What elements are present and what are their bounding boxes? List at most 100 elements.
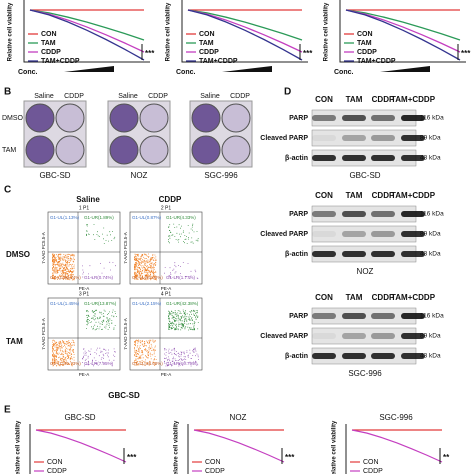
gradient-wedge <box>64 66 114 72</box>
x-axis-label: PE-A <box>161 372 172 377</box>
band <box>312 115 336 121</box>
size-label: 116 kDa <box>420 313 444 320</box>
band <box>371 115 395 121</box>
quadrant-label: G1-LR(7.95%) <box>84 361 114 366</box>
legend-label: TAM <box>41 40 56 47</box>
significance: *** <box>127 453 137 462</box>
band <box>342 231 366 237</box>
panel-label: E <box>4 405 11 416</box>
lane-label: TAM <box>346 191 363 200</box>
band <box>312 251 336 257</box>
band <box>371 155 395 161</box>
caption: SGC-996 <box>348 369 382 378</box>
band <box>312 211 336 217</box>
y-label: Relative cell viability <box>166 2 172 61</box>
panel-label: C <box>4 185 11 196</box>
lane-label: CON <box>315 95 333 104</box>
curve <box>29 9 145 61</box>
legend-label: TAM+CDDP <box>357 58 396 65</box>
well <box>25 135 55 165</box>
curve <box>35 429 127 463</box>
y-axis-label: 7-AAD PC5.5-A <box>41 318 46 350</box>
well <box>55 103 85 133</box>
size-label: 43 kDa <box>420 155 441 162</box>
chart-title: SGC-996 <box>379 413 413 422</box>
row-label: Cleaved PARP <box>260 135 308 142</box>
gradient-wedge <box>222 66 272 72</box>
quadrant-label: G1-UR(1.89%) <box>84 215 114 220</box>
x-axis-label: PE-A <box>79 372 90 377</box>
plot-frame <box>129 297 203 371</box>
significance: *** <box>145 49 155 58</box>
band <box>371 353 395 359</box>
curve <box>345 9 461 61</box>
scatter-dots <box>134 339 157 366</box>
well <box>55 135 85 165</box>
legend-label: CON <box>41 31 57 38</box>
lane-label: TAM <box>346 95 363 104</box>
plot-frame <box>129 211 203 285</box>
band <box>312 231 336 237</box>
caption: GBC-SD <box>349 171 380 180</box>
scatter-dots <box>82 261 116 278</box>
scatter-dots <box>134 253 157 281</box>
curve <box>187 9 303 61</box>
well <box>109 135 139 165</box>
lane-label: TAM+CDDP <box>391 293 436 302</box>
band <box>342 155 366 161</box>
band <box>371 135 395 141</box>
size-label: 116 kDa <box>420 211 444 218</box>
band <box>401 155 425 161</box>
legend-label: CDDP <box>357 49 377 56</box>
band <box>342 333 366 339</box>
lane-label: CON <box>315 293 333 302</box>
column-label: CDDP <box>230 93 250 100</box>
scatter-dots <box>168 223 199 244</box>
quadrant-label: G1-UL(1.45%) <box>50 301 80 306</box>
lane-label: CDDP <box>372 191 395 200</box>
band <box>401 333 425 339</box>
panel-label: D <box>284 87 291 98</box>
row-label: DMSO <box>6 250 30 259</box>
well <box>139 103 169 133</box>
column-label: CDDP <box>148 93 168 100</box>
well <box>221 135 251 165</box>
legend-label: CDDP <box>41 49 61 56</box>
scatter-dots <box>164 262 199 279</box>
well <box>191 103 221 133</box>
row-label: PARP <box>289 115 308 122</box>
legend-label: TAM+CDDP <box>199 58 238 65</box>
quadrant-label: G1-LL(76.73%) <box>50 361 81 366</box>
y-label: Relative cell viability <box>174 420 180 474</box>
band <box>312 313 336 319</box>
row-label: TAM <box>2 147 16 154</box>
x-label: Conc. <box>334 69 354 76</box>
size-label: 43 kDa <box>420 251 441 258</box>
significance: *** <box>285 453 295 462</box>
cell-line: GBC-SD <box>39 171 70 180</box>
significance: *** <box>461 49 471 58</box>
significance: *** <box>303 49 313 58</box>
scatter-dots <box>52 339 75 367</box>
quadrant-label: G1-LR(0.74%) <box>84 275 114 280</box>
row-label: PARP <box>289 211 308 218</box>
quadrant-label: G1-UL(1.13%) <box>50 215 80 220</box>
quadrant-label: G1-UL(0.87%) <box>132 215 162 220</box>
row-label: β-actin <box>285 251 308 258</box>
column-label: CDDP <box>159 195 182 204</box>
quadrant-label: G1-UR(13.87%) <box>84 301 117 306</box>
row-label: PARP <box>289 313 308 320</box>
band <box>401 353 425 359</box>
band <box>371 333 395 339</box>
row-label: DMSO <box>2 115 24 122</box>
quadrant-label: G1-LR(1.77%) <box>166 275 196 280</box>
plot-title: 1 P1 <box>79 205 90 211</box>
column-label: Saline <box>118 93 138 100</box>
band <box>401 231 425 237</box>
lane-label: CON <box>315 191 333 200</box>
plot-frame <box>47 211 121 285</box>
legend-label: CON <box>47 459 63 466</box>
lane-label: TAM+CDDP <box>391 95 436 104</box>
plot-frame <box>47 297 121 371</box>
size-label: 43 kDa <box>420 353 441 360</box>
